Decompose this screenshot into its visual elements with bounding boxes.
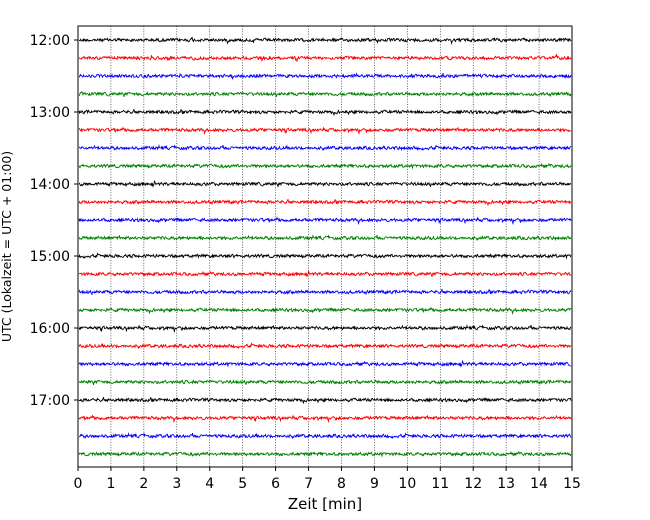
seismic-trace <box>78 233 572 242</box>
seismic-trace <box>78 252 572 260</box>
x-tick-label: 11 <box>431 476 449 492</box>
seismic-trace <box>78 306 572 316</box>
x-tick-label: 5 <box>238 476 247 492</box>
x-tick-label: 8 <box>337 476 346 492</box>
y-tick-label: 17:00 <box>30 393 70 409</box>
x-tick-label: 12 <box>464 476 482 492</box>
seismic-trace <box>78 143 572 152</box>
seismic-trace <box>78 53 572 62</box>
seismic-trace <box>78 269 572 278</box>
x-axis-label: Zeit [min] <box>288 495 362 513</box>
seismic-trace <box>78 342 572 350</box>
y-axis-ticks: 12:00 13:00 14:00 15:00 16:00 17:00 <box>30 33 78 409</box>
x-tick-label: 2 <box>139 476 148 492</box>
x-tick-label: 7 <box>304 476 313 492</box>
x-tick-label: 4 <box>205 476 214 492</box>
plot-frame <box>77 25 573 468</box>
seismic-trace <box>78 109 572 116</box>
seismic-trace <box>78 126 572 136</box>
seismic-trace <box>78 359 572 368</box>
y-tick-label: 14:00 <box>30 177 70 193</box>
x-tick-label: 15 <box>563 476 581 492</box>
seismic-trace <box>78 36 572 46</box>
seismic-trace <box>78 179 572 188</box>
x-tick-label: 1 <box>106 476 115 492</box>
x-tick-label: 6 <box>271 476 280 492</box>
seismic-trace <box>78 431 572 440</box>
seismic-trace <box>78 199 572 206</box>
seismic-trace <box>78 379 572 386</box>
vertical-grid-lines <box>110 26 540 467</box>
y-tick-label: 12:00 <box>30 33 70 49</box>
x-tick-label: 9 <box>370 476 379 492</box>
seismic-trace <box>78 72 572 80</box>
y-tick-label: 16:00 <box>30 321 70 337</box>
x-tick-label: 13 <box>497 476 515 492</box>
seismic-trace <box>78 414 572 424</box>
seismic-trace <box>78 323 572 334</box>
seismic-traces <box>78 36 572 458</box>
y-tick-label: 15:00 <box>30 249 70 265</box>
x-tick-label: 3 <box>172 476 181 492</box>
x-axis-ticks: 0 1 2 3 4 5 6 7 8 9 10 11 12 13 14 15 <box>74 467 581 492</box>
y-axis-label: UTC (Lokalzeit = UTC + 01:00) <box>0 151 14 342</box>
seismic-trace <box>78 450 572 458</box>
x-tick-label: 10 <box>398 476 416 492</box>
x-tick-label: 0 <box>74 476 83 492</box>
seismic-trace <box>78 397 572 404</box>
seismic-trace <box>78 91 572 98</box>
seismic-trace <box>78 289 572 296</box>
seismic-trace <box>78 216 572 226</box>
y-tick-label: 13:00 <box>30 105 70 121</box>
seismic-trace <box>78 162 572 170</box>
x-tick-label: 14 <box>530 476 548 492</box>
